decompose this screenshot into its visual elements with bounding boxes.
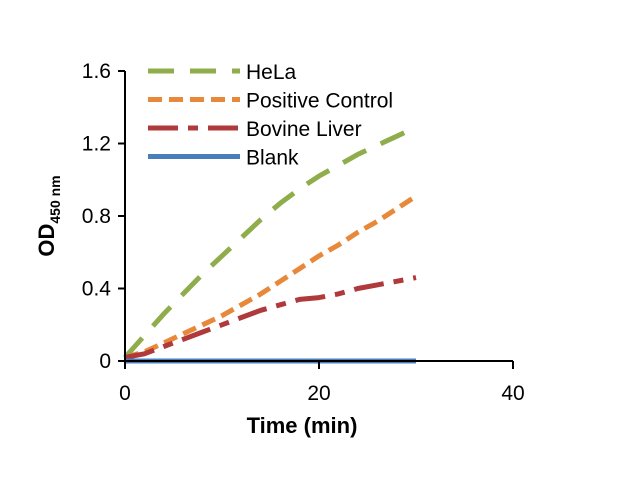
y-tick-label: 1.6 xyxy=(82,60,111,83)
legend-label: Bovine Liver xyxy=(246,118,362,141)
x-axis-title: Time (min) xyxy=(247,413,358,438)
y-axis-title: OD450 nm xyxy=(34,175,63,256)
series-line-positive-control xyxy=(124,194,418,360)
legend-label: Positive Control xyxy=(246,90,393,113)
y-tick-label: 0.4 xyxy=(82,278,112,301)
legend: HeLa Positive Control Bovine Liver Blank xyxy=(148,61,393,170)
legend-label: Blank xyxy=(246,147,299,170)
x-tick-label: 20 xyxy=(307,382,330,405)
y-tick-label: 0 xyxy=(99,350,111,373)
y-tick-label: 0.8 xyxy=(82,205,111,228)
x-tick-label: 40 xyxy=(501,382,524,405)
y-tick-label: 1.2 xyxy=(82,133,111,156)
x-tick-label: 0 xyxy=(119,382,131,405)
series-line-bovine-liver xyxy=(124,275,417,360)
legend-label: HeLa xyxy=(246,61,297,84)
ticks-layer: 0 0.4 0.8 1.2 1.6 0 20 40 xyxy=(82,60,525,405)
